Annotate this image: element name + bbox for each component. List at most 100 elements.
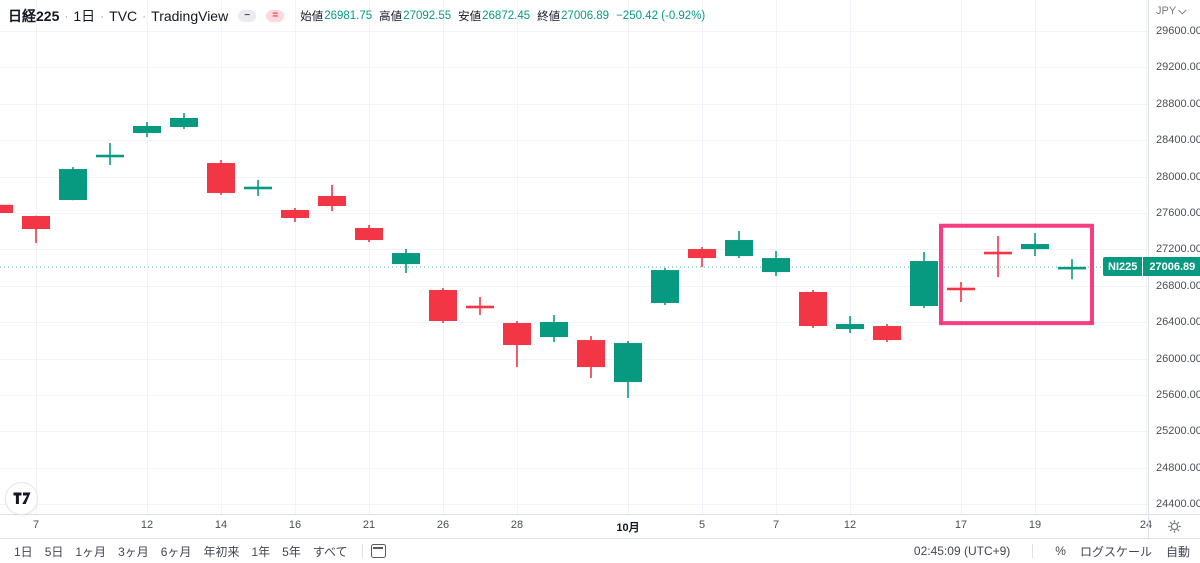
price-tick-label: 27600.00 xyxy=(1156,207,1200,219)
time-tick-label: 12 xyxy=(140,519,154,531)
open-label: 始値 xyxy=(300,11,324,23)
candle-9/16 xyxy=(281,207,309,223)
chevron-down-icon xyxy=(1178,6,1187,15)
candle-9/27 xyxy=(466,296,494,316)
price-tick-label: 28400.00 xyxy=(1156,134,1200,147)
time-tick-label: 16 xyxy=(288,519,302,531)
candle-9/8 xyxy=(59,167,87,201)
range-button-年初来[interactable]: 年初来 xyxy=(203,544,240,559)
candlestick-chart[interactable] xyxy=(0,0,1148,514)
chart-legend: 日経225 · 1日 · TVC · TradingView − = 始値 269… xyxy=(8,6,705,26)
calendar-icon[interactable] xyxy=(370,544,386,558)
candle-9/22 xyxy=(392,249,420,274)
candle-9/7 xyxy=(22,215,50,244)
candle-10/18 xyxy=(984,236,1012,278)
candle-10/19 xyxy=(1021,233,1049,257)
ohlc-readout: 始値 26981.75 高値 27092.55 安値 26872.45 終値 27006… xyxy=(300,8,705,24)
range-button-5日[interactable]: 5日 xyxy=(44,544,64,559)
time-tick-label: 5 xyxy=(698,519,706,531)
low-value: 26872.45 xyxy=(482,10,531,22)
time-tick-label: 19 xyxy=(1028,519,1042,531)
percent-scale-button[interactable]: % xyxy=(1055,544,1066,558)
close-value: 27006.89 xyxy=(561,10,610,22)
bottom-toolbar: 1日 5日 1ヶ月 3ヶ月 6ヶ月 年初来 1年 5年 すべて 02:45:09 (UTC+9)… xyxy=(0,539,1200,563)
price-tick-label: 24800.00 xyxy=(1156,461,1200,474)
candle-10/14 xyxy=(910,252,938,309)
range-button-1日[interactable]: 1日 xyxy=(14,544,33,559)
separator: · xyxy=(142,9,147,23)
highlight-box[interactable] xyxy=(939,223,1094,326)
candle-9/14 xyxy=(207,160,235,195)
toolbar-divider xyxy=(0,538,1200,539)
time-tick-label: 14 xyxy=(214,519,228,531)
candle-9/6 xyxy=(0,204,13,213)
candle-9/15 xyxy=(244,179,272,196)
range-button-1ヶ月[interactable]: 1ヶ月 xyxy=(75,544,107,559)
price-tick-label: 25200.00 xyxy=(1156,425,1200,438)
time-tick-label: 12 xyxy=(843,519,857,531)
price-tick-label: 26000.00 xyxy=(1156,352,1200,365)
separator: · xyxy=(64,9,69,23)
range-button-3ヶ月[interactable]: 3ヶ月 xyxy=(118,544,149,559)
time-tick-label: 10月 xyxy=(616,522,640,534)
price-tick-label: 27200.00 xyxy=(1156,243,1200,256)
clock-readout: 02:45:09 (UTC+9) xyxy=(913,544,1011,558)
exchange-label: TVC xyxy=(109,8,138,24)
price-tick-label: 25600.00 xyxy=(1156,389,1200,401)
candle-10/7 xyxy=(762,251,790,277)
open-value: 26981.75 xyxy=(324,10,373,22)
candle-10/12 xyxy=(836,316,864,334)
candle-10/11 xyxy=(799,289,827,329)
close-label: 終値 xyxy=(537,11,561,23)
symbol-name[interactable]: 日経225 xyxy=(8,8,60,24)
change-value: −250.42 (-0.92%) xyxy=(616,10,706,22)
price-tick-label: 26400.00 xyxy=(1156,316,1200,329)
high-value: 27092.55 xyxy=(403,10,452,22)
candle-10/20 xyxy=(1058,259,1086,280)
low-label: 安値 xyxy=(458,11,482,23)
range-button-すべて[interactable]: すべて xyxy=(312,544,348,559)
toolbar-right: 02:45:09 (UTC+9) % ログスケール 自動 xyxy=(914,543,1200,560)
candle-9/29 xyxy=(540,315,568,343)
time-tick-label: 7 xyxy=(772,519,780,531)
range-selector: 1日 5日 1ヶ月 3ヶ月 6ヶ月 年初来 1年 5年 すべて xyxy=(0,541,386,562)
high-label: 高値 xyxy=(379,11,403,23)
time-tick-label: 17 xyxy=(954,519,968,531)
auto-scale-button[interactable]: 自動 xyxy=(1165,544,1190,559)
candle-9/30 xyxy=(577,336,605,379)
range-button-5年[interactable]: 5年 xyxy=(282,544,301,559)
price-axis[interactable]: JPY 29600.00 29200.00 28800.00 28400.00 2800… xyxy=(1149,0,1200,514)
tv-glyph-icon xyxy=(13,492,30,504)
price-badge-symbol: NI225 xyxy=(1103,257,1144,277)
gear-icon[interactable] xyxy=(1167,519,1182,534)
price-badge-value: 27006.89 xyxy=(1143,257,1200,277)
interval-label[interactable]: 1日 xyxy=(73,8,96,24)
time-tick-label: 7 xyxy=(32,519,40,531)
candle-9/12 xyxy=(133,122,161,138)
axis-settings-corner[interactable] xyxy=(1149,515,1200,538)
candle-9/20 xyxy=(318,184,346,211)
candle-10/13 xyxy=(873,324,901,343)
candle-9/28 xyxy=(503,321,531,368)
range-button-6ヶ月[interactable]: 6ヶ月 xyxy=(160,544,192,559)
price-tick-label: 29600.00 xyxy=(1156,25,1200,37)
candle-10/6 xyxy=(725,231,753,259)
equals-pill-icon[interactable]: = xyxy=(266,10,285,22)
time-tick-label: 24 xyxy=(1139,519,1153,531)
candle-9/26 xyxy=(429,287,457,324)
candle-9/21 xyxy=(355,225,383,243)
toolbar-separator xyxy=(361,544,363,558)
minus-pill-icon[interactable]: − xyxy=(238,10,257,22)
toolbar-separator xyxy=(1032,544,1034,558)
tradingview-logo[interactable] xyxy=(5,482,38,515)
chart-bottom-divider xyxy=(0,514,1200,515)
candle-10/3 xyxy=(614,341,642,399)
range-button-1年[interactable]: 1年 xyxy=(251,544,271,559)
provider-label: TradingView xyxy=(151,8,229,24)
currency-dropdown[interactable]: JPY xyxy=(1156,5,1187,17)
price-tick-label: 29200.00 xyxy=(1156,61,1200,74)
log-scale-button[interactable]: ログスケール xyxy=(1079,544,1152,559)
time-axis[interactable]: 7 12 14 16 21 26 28 10月 5 7 12 17 19 24 xyxy=(0,515,1152,538)
separator: · xyxy=(100,9,105,23)
